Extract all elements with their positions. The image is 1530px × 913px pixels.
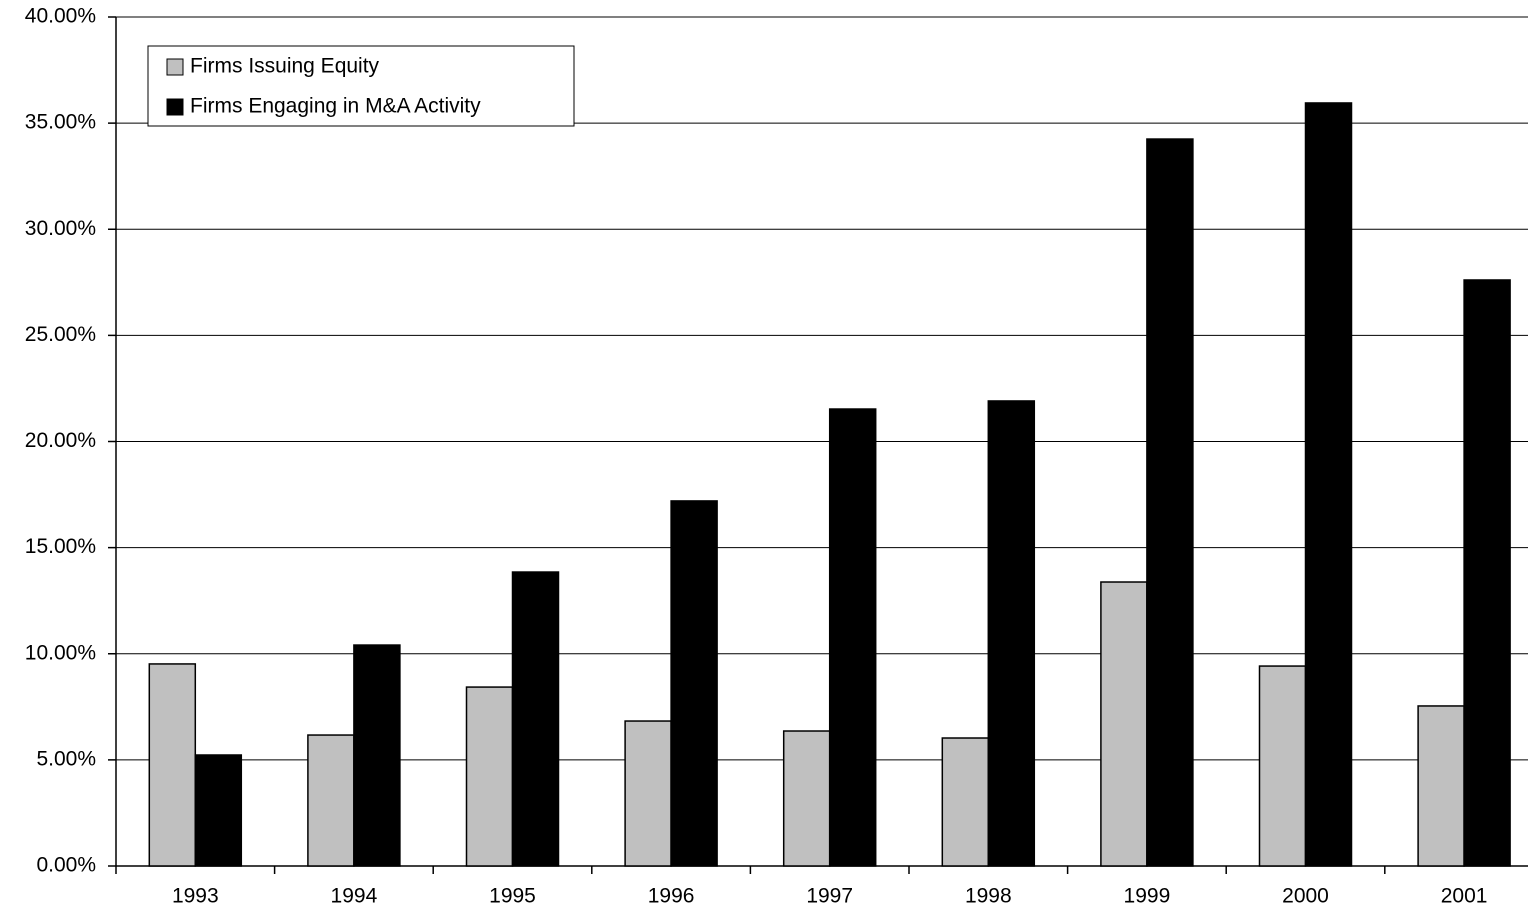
legend-label: Firms Issuing Equity: [190, 55, 380, 78]
y-tick-label: 20.00%: [25, 429, 96, 452]
y-tick-label: 5.00%: [36, 747, 96, 770]
x-tick-label: 1996: [648, 885, 695, 908]
legend-box: [147, 45, 575, 127]
bar: [1304, 102, 1353, 867]
bar: [1417, 705, 1465, 867]
x-tick-label: 2001: [1441, 885, 1488, 908]
bar: [353, 644, 401, 867]
legend-swatch: [166, 98, 184, 116]
bar: [1146, 138, 1194, 867]
x-tick-label: 2000: [1282, 885, 1329, 908]
bar: [307, 734, 355, 867]
bar: [941, 737, 990, 867]
bar: [511, 571, 560, 867]
y-tick-label: 35.00%: [25, 111, 96, 134]
legend-swatch: [166, 58, 184, 76]
y-tick-label: 30.00%: [25, 217, 96, 240]
bar: [670, 500, 718, 867]
x-tick-label: 1998: [965, 885, 1012, 908]
bar: [148, 663, 197, 867]
y-tick-label: 40.00%: [25, 5, 96, 28]
x-tick-label: 1997: [806, 885, 853, 908]
bar: [782, 730, 831, 867]
bar: [194, 754, 243, 867]
legend: Firms Issuing Equity Firms Engaging in M&…: [147, 45, 575, 127]
legend-label: Firms Engaging in M&A Activity: [190, 95, 481, 118]
x-tick-label: 1995: [489, 885, 536, 908]
x-tick-label: 1993: [172, 885, 219, 908]
y-tick-label: 25.00%: [25, 323, 96, 346]
y-tick-label: 0.00%: [36, 854, 96, 877]
x-tick-label: 1994: [331, 885, 378, 908]
bar: [465, 686, 514, 867]
bar: [1100, 581, 1148, 867]
bar: [624, 720, 672, 867]
bar: [828, 408, 877, 867]
bar: [1258, 665, 1307, 867]
y-tick-label: 10.00%: [25, 641, 96, 664]
y-tick-label: 15.00%: [25, 535, 96, 558]
bar: [987, 400, 1036, 867]
bar: [1463, 279, 1511, 867]
x-tick-label: 1999: [1124, 885, 1171, 908]
